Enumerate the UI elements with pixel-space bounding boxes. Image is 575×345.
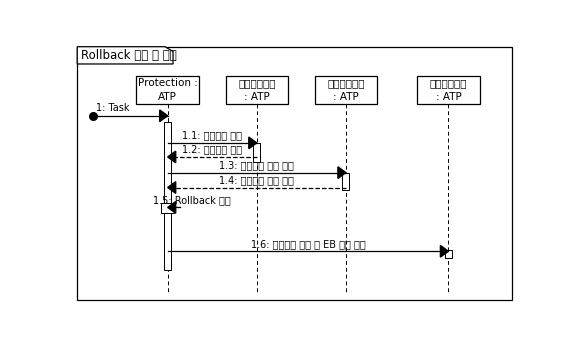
Text: 1: Task: 1: Task: [96, 104, 129, 114]
Text: 1.3: 열차위치 정보 요구: 1.3: 열차위치 정보 요구: [220, 160, 294, 170]
Bar: [342, 172, 350, 190]
Bar: [164, 122, 171, 270]
Polygon shape: [168, 182, 176, 193]
Text: 1.2: 현재속도 반환: 1.2: 현재속도 반환: [182, 145, 242, 155]
Bar: [136, 76, 199, 104]
Bar: [162, 204, 174, 213]
Polygon shape: [440, 245, 448, 257]
Text: Rollback 감시 및 보호: Rollback 감시 및 보호: [81, 49, 177, 62]
Polygon shape: [249, 137, 257, 149]
Polygon shape: [168, 151, 176, 163]
Polygon shape: [168, 201, 176, 213]
Bar: [253, 143, 260, 162]
Bar: [225, 76, 288, 104]
Bar: [417, 76, 480, 104]
Bar: [445, 250, 452, 258]
Text: 1.6: 제동투입 판단 시 EB 체결 요구: 1.6: 제동투입 판단 시 EB 체결 요구: [251, 239, 366, 249]
Text: 1.4: 열차위치 정보 반환: 1.4: 열차위치 정보 반환: [220, 175, 294, 185]
Polygon shape: [77, 47, 173, 64]
Text: Protection :
ATP: Protection : ATP: [138, 78, 198, 102]
Text: 제동제어관리
: ATP: 제동제어관리 : ATP: [430, 78, 467, 102]
Text: 1.5: Rollback 판단: 1.5: Rollback 판단: [153, 195, 231, 205]
Bar: [315, 76, 377, 104]
Polygon shape: [338, 167, 346, 178]
Polygon shape: [160, 110, 168, 122]
Text: 열차속도관리
: ATP: 열차속도관리 : ATP: [238, 78, 275, 102]
Text: 열차위치관리
: ATP: 열차위치관리 : ATP: [327, 78, 365, 102]
Text: 1.1: 현재속도 요구: 1.1: 현재속도 요구: [182, 130, 242, 140]
